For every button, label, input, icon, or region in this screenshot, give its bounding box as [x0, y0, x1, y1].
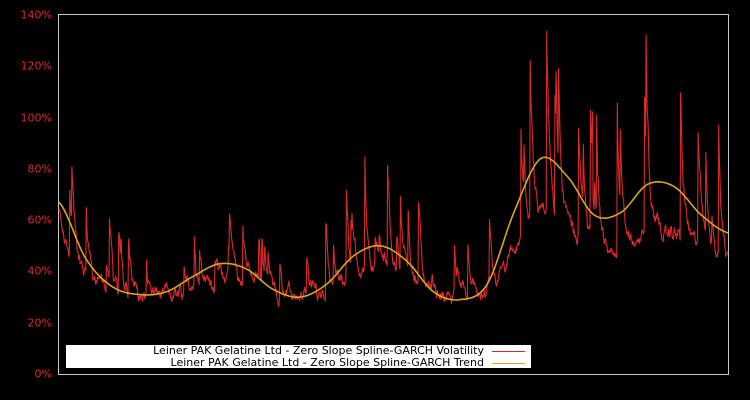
y-tick-label: 80%: [27, 162, 52, 176]
y-tick-label: 20%: [27, 316, 52, 330]
volatility-series: [58, 30, 729, 307]
y-tick-label: 40%: [27, 264, 52, 278]
y-tick-label: 140%: [20, 8, 52, 22]
legend-label-trend: Leiner PAK Gelatine Ltd - Zero Slope Spl…: [170, 356, 484, 369]
legend-label-volatility: Leiner PAK Gelatine Ltd - Zero Slope Spl…: [153, 344, 484, 357]
y-tick-label: 120%: [20, 59, 52, 73]
y-tick-label: 100%: [20, 111, 52, 125]
legend: Leiner PAK Gelatine Ltd - Zero Slope Spl…: [66, 344, 531, 369]
plot-frame: [58, 14, 729, 375]
legend-swatch-volatility: [492, 351, 525, 352]
y-tick-label: 0%: [34, 367, 52, 381]
trend-series: [58, 156, 729, 301]
y-tick-label: 60%: [27, 213, 52, 227]
legend-swatch-trend: [492, 363, 525, 364]
